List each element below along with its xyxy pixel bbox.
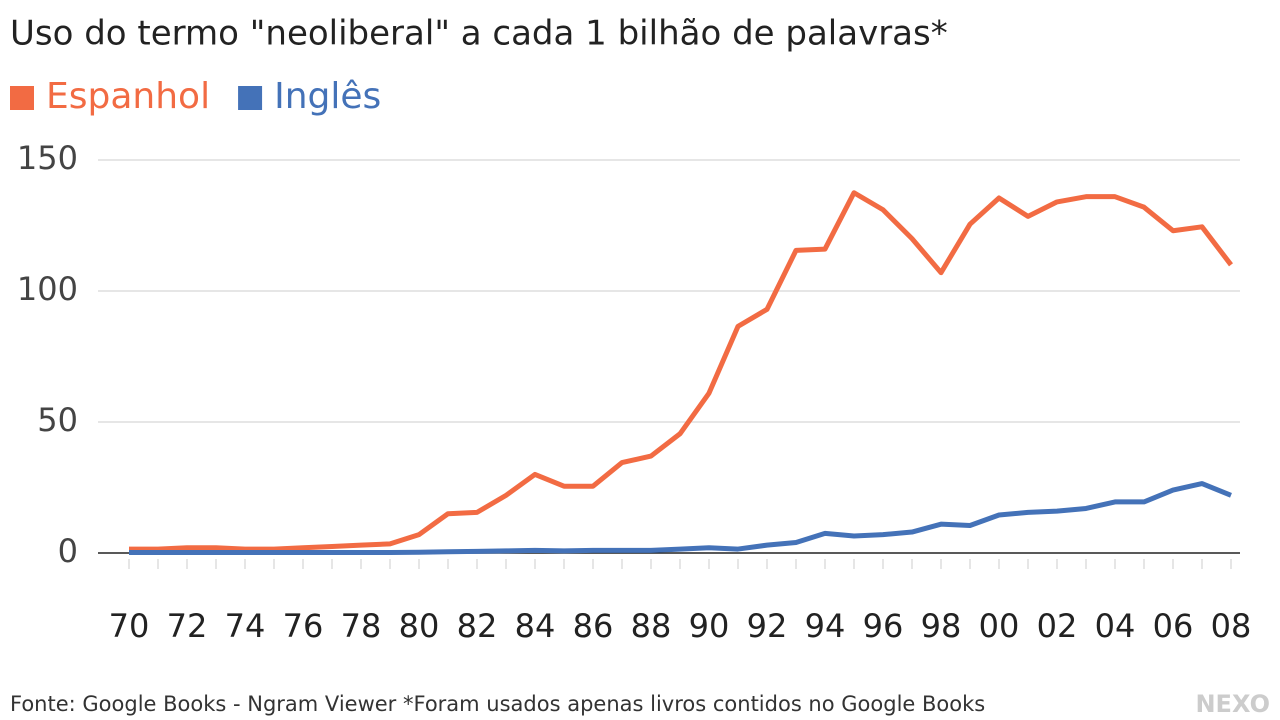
legend-label: Espanhol [46, 76, 210, 117]
y-tick-label: 100 [17, 270, 78, 308]
chart-title: Uso do termo "neoliberal" a cada 1 bilhã… [10, 14, 948, 54]
logo: NEXO [1195, 690, 1270, 718]
x-tick-label: 86 [573, 607, 614, 645]
x-tick-label: 72 [167, 607, 208, 645]
x-tick-label: 74 [225, 607, 266, 645]
x-tick-label: 96 [863, 607, 904, 645]
series-line [129, 190, 1233, 552]
x-tick-label: 78 [341, 607, 382, 645]
x-tick-label: 08 [1211, 607, 1252, 645]
x-tick-label: 88 [631, 607, 672, 645]
legend-swatch [10, 86, 34, 110]
x-tick-label: 80 [399, 607, 440, 645]
x-tick-label: 84 [515, 607, 556, 645]
x-tick-label: 70 [109, 607, 150, 645]
legend-label: Inglês [274, 76, 381, 117]
x-tick-label: 82 [457, 607, 498, 645]
x-tick-label: 98 [921, 607, 962, 645]
y-tick-label: 150 [17, 139, 78, 177]
x-tick-label: 02 [1037, 607, 1078, 645]
x-tick-label: 04 [1095, 607, 1136, 645]
x-tick-label: 94 [805, 607, 846, 645]
source-note: Fonte: Google Books - Ngram Viewer *Fora… [10, 692, 985, 716]
x-tick-label: 92 [747, 607, 788, 645]
x-tick-label: 76 [283, 607, 324, 645]
y-tick-label: 50 [37, 401, 78, 439]
series-line [129, 481, 1232, 555]
x-tick-label: 06 [1153, 607, 1194, 645]
x-tick-label: 90 [689, 607, 730, 645]
legend-swatch [238, 86, 263, 110]
y-tick-label: 0 [58, 532, 78, 570]
x-tick-label: 00 [979, 607, 1020, 645]
